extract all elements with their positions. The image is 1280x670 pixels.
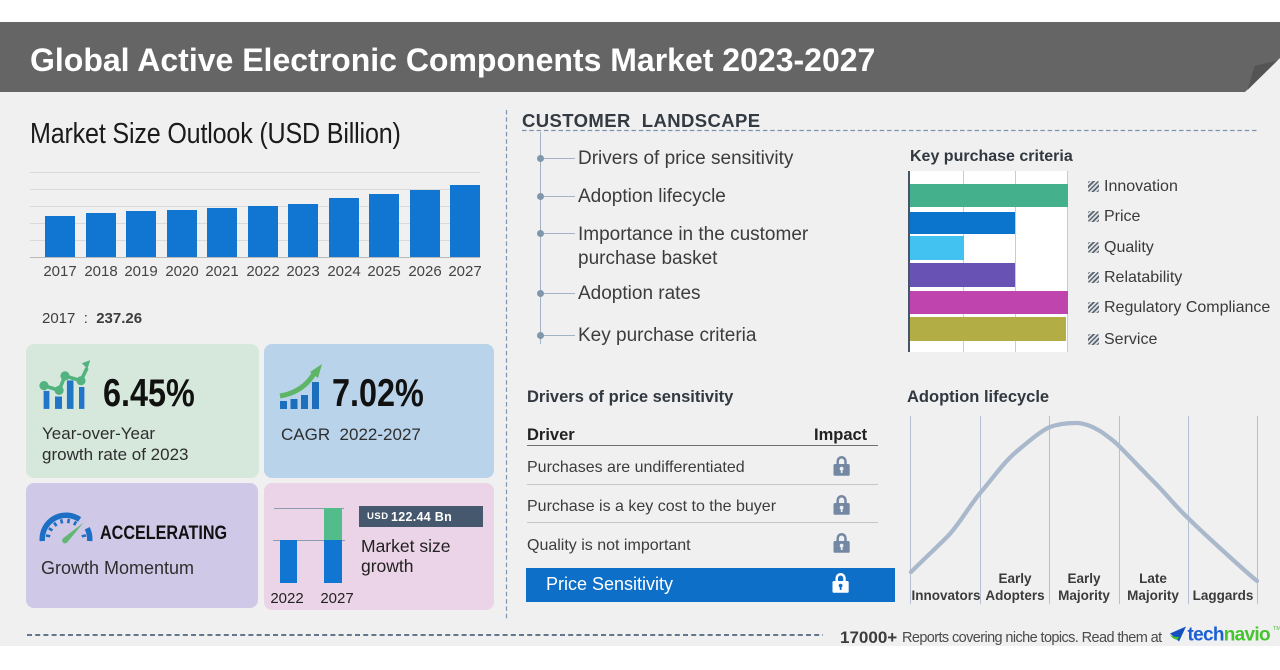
svg-text:TM: TM bbox=[1273, 626, 1280, 632]
svg-text:technavio: technavio bbox=[1188, 625, 1270, 646]
